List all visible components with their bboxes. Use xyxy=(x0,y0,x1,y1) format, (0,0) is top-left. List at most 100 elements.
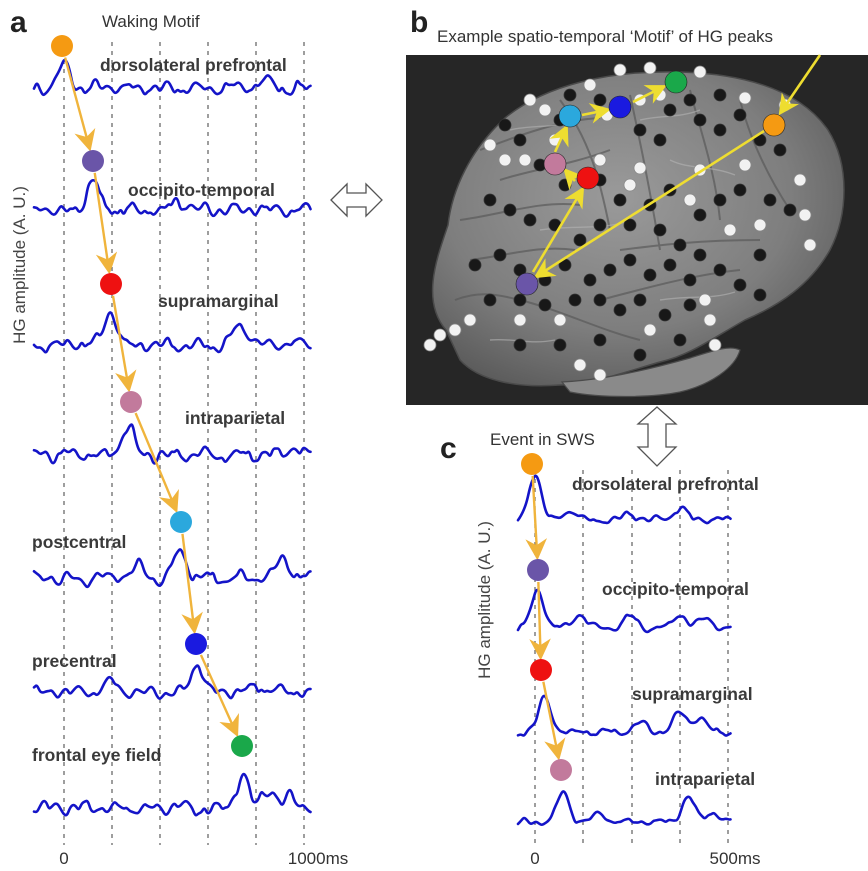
panel-c: c Event in SWS HG amplitude (A. U.) dors… xyxy=(440,430,761,868)
panel-b-title: Example spatio-temporal ‘Motif’ of HG pe… xyxy=(437,27,773,46)
panel-a-traces xyxy=(32,58,312,817)
a-motif-arrow xyxy=(199,654,239,738)
electrode-black xyxy=(653,223,667,237)
electrode-black xyxy=(493,248,507,262)
electrode-black xyxy=(633,293,647,307)
c-motif-arrow xyxy=(529,581,551,661)
electrode-white xyxy=(583,78,597,92)
electrode-black xyxy=(683,273,697,287)
panel-c-letter: c xyxy=(440,432,457,465)
brain-motif-arrow xyxy=(533,129,765,279)
panel-a-letter: a xyxy=(10,6,27,39)
a-label-precentral: precentral xyxy=(32,651,117,671)
a-peak-dorsolateral-prefrontal xyxy=(51,35,73,57)
a-trace-postcentral xyxy=(32,548,312,589)
electrode-white xyxy=(623,178,637,192)
electrode-black xyxy=(753,248,767,262)
double-arrow-vertical-icon xyxy=(636,406,678,467)
electrode-black xyxy=(713,123,727,137)
electrode-white xyxy=(463,313,477,327)
electrode-white xyxy=(523,93,537,107)
brain-motif-arrow xyxy=(563,167,585,191)
electrode-black xyxy=(513,133,527,147)
electrode-black xyxy=(643,268,657,282)
electrode-black xyxy=(673,238,687,252)
electrode-white xyxy=(793,173,807,187)
c-motif-arrow xyxy=(542,681,566,761)
panel-c-traces xyxy=(516,474,732,826)
c-xtick-500ms: 500ms xyxy=(709,849,760,868)
a-label-supramarginal: supramarginal xyxy=(158,291,279,311)
a-peak-supramarginal xyxy=(100,273,122,295)
electrode-black xyxy=(663,258,677,272)
brain-motif-arrow xyxy=(581,103,612,124)
electrode-white xyxy=(708,338,722,352)
electrode-black xyxy=(468,258,482,272)
a-motif-arrow xyxy=(134,412,179,514)
electrode-black xyxy=(483,193,497,207)
electrode-black xyxy=(513,338,527,352)
a-trace-precentral xyxy=(32,664,312,700)
electrode-black xyxy=(553,338,567,352)
electrode-white xyxy=(553,313,567,327)
c-trace-dorsolateral-prefrontal xyxy=(516,474,732,525)
electrode-white xyxy=(738,158,752,172)
c-trace-intraparietal xyxy=(516,790,732,826)
electrode-black xyxy=(683,298,697,312)
brain-node-dorsolateral-prefrontal xyxy=(762,113,786,137)
a-xtick-0: 0 xyxy=(59,849,68,868)
a-peak-occipito-temporal xyxy=(82,150,104,172)
electrode-white xyxy=(698,293,712,307)
c-trace-supramarginal xyxy=(516,694,732,737)
electrode-black xyxy=(483,293,497,307)
electrode-white xyxy=(593,368,607,382)
electrode-white xyxy=(798,208,812,222)
electrode-grid xyxy=(423,61,817,382)
a-motif-arrow xyxy=(93,172,118,275)
a-label-frontal-eye-field: frontal eye field xyxy=(32,745,161,765)
electrode-white xyxy=(643,323,657,337)
a-label-occipito-temporal: occipito-temporal xyxy=(128,180,275,200)
brain-motif-arrow xyxy=(632,85,667,104)
electrode-black xyxy=(658,308,672,322)
electrode-black xyxy=(513,293,527,307)
electrode-white xyxy=(723,223,737,237)
brain-node-postcentral xyxy=(558,104,582,128)
electrode-black xyxy=(573,233,587,247)
electrode-white xyxy=(633,161,647,175)
a-xtick-1000ms: 1000ms xyxy=(288,849,348,868)
electrode-white xyxy=(643,61,657,75)
electrode-black xyxy=(593,333,607,347)
electrode-black xyxy=(563,88,577,102)
panel-c-title: Event in SWS xyxy=(490,430,595,449)
electrode-black xyxy=(623,253,637,267)
c-label-supramarginal: supramarginal xyxy=(632,684,753,704)
c-peak-dorsolateral-prefrontal xyxy=(521,453,543,475)
electrode-black xyxy=(633,348,647,362)
electrode-black xyxy=(503,203,517,217)
brain-motif-nodes xyxy=(515,70,786,296)
electrode-white xyxy=(448,323,462,337)
electrode-black xyxy=(683,93,697,107)
c-motif-arrow xyxy=(525,475,548,561)
a-trace-dorsolateral-prefrontal xyxy=(32,58,312,97)
electrode-white xyxy=(593,153,607,167)
electrode-white xyxy=(513,313,527,327)
a-trace-frontal-eye-field xyxy=(32,772,312,817)
electrode-white xyxy=(803,238,817,252)
c-peak-occipito-temporal xyxy=(527,559,549,581)
panel-a-motif-arrows xyxy=(63,57,239,738)
electrode-black xyxy=(568,293,582,307)
electrode-black xyxy=(613,193,627,207)
electrode-black xyxy=(693,208,707,222)
electrode-black xyxy=(783,203,797,217)
a-peak-intraparietal xyxy=(120,391,142,413)
electrode-white xyxy=(518,153,532,167)
panel-c-motif-arrows xyxy=(525,475,566,761)
c-label-intraparietal: intraparietal xyxy=(655,769,755,789)
brain-node-frontal-eye-field xyxy=(664,70,688,94)
panel-a-peak-markers xyxy=(51,35,253,757)
electrode-black xyxy=(763,193,777,207)
a-trace-supramarginal xyxy=(32,311,312,354)
c-peak-intraparietal xyxy=(550,759,572,781)
